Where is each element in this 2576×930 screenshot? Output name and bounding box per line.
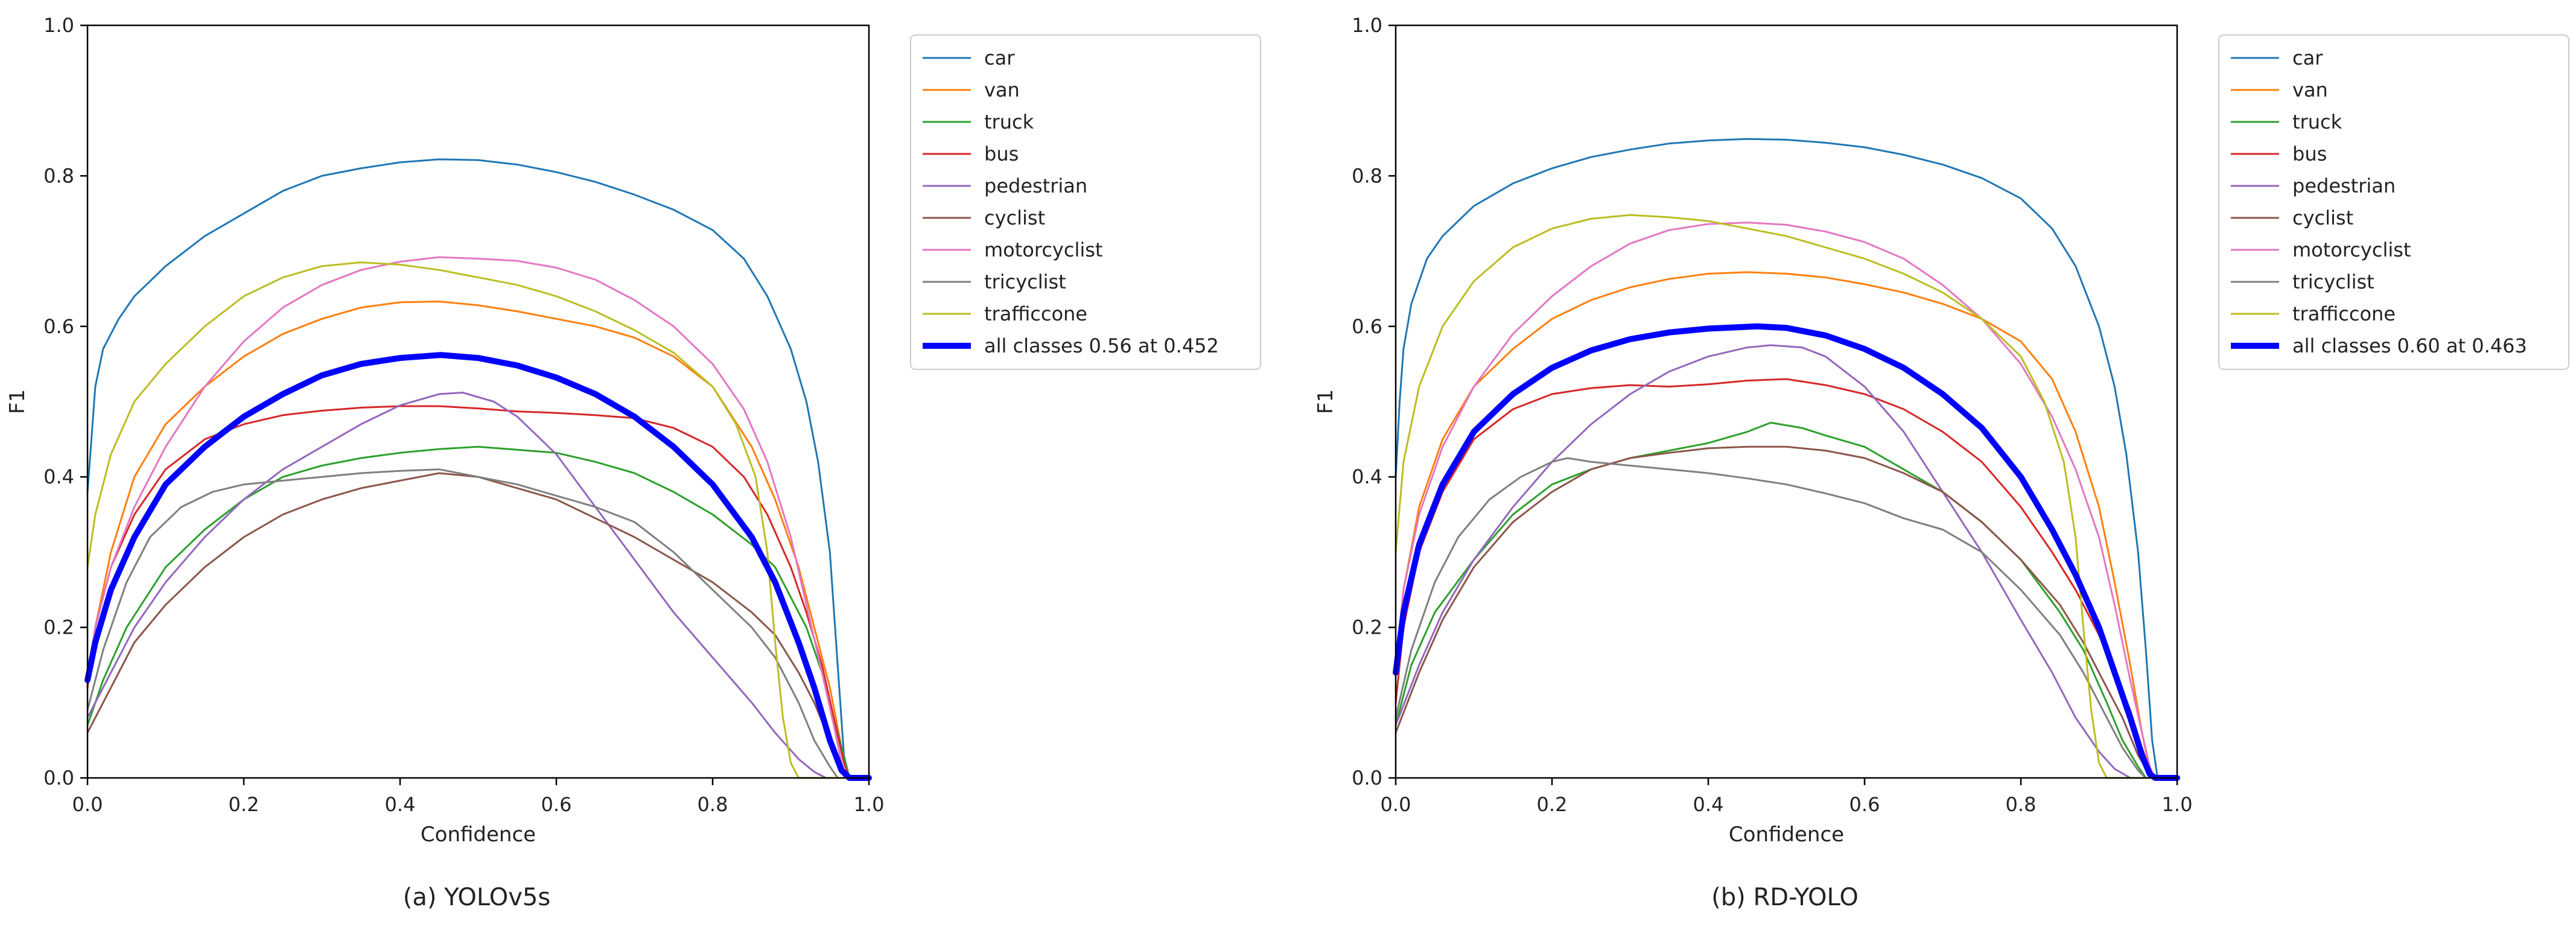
x-tick-label: 1.0 — [2162, 793, 2193, 816]
y-tick-label: 0.0 — [43, 766, 74, 789]
legend-label: cyclist — [984, 206, 1045, 229]
legend-label: truck — [2292, 110, 2342, 133]
y-tick-label: 0.6 — [1352, 315, 1382, 338]
series-line-motorcyclist — [86, 256, 870, 779]
y-tick-label: 0.4 — [43, 465, 74, 488]
legend: car van truck bus pedestrian cyclist motorcycl… — [2218, 34, 2569, 370]
x-tick-label: 0.4 — [1693, 793, 1724, 816]
x-tick-label: 1.0 — [854, 793, 885, 816]
legend-label: bus — [2292, 142, 2327, 165]
legend-label: van — [984, 78, 1020, 101]
x-tick-label: 0.6 — [541, 793, 572, 816]
series-line-trafficcone — [1395, 214, 2178, 779]
series-line-car — [86, 158, 870, 779]
series-line-tricyclist — [86, 468, 870, 779]
legend-label: trafficcone — [2292, 302, 2396, 325]
y-axis-label: F1 — [1314, 389, 1338, 414]
legend-label: trafficcone — [984, 302, 1087, 325]
legend-label: all classes 0.56 at 0.452 — [984, 334, 1219, 357]
legend-frame — [910, 34, 1261, 370]
y-tick-label: 0.2 — [1352, 616, 1382, 639]
series-line-van — [1395, 271, 2178, 779]
chart-panel-2: 0.0 0.2 0.4 0.6 0.8 1.0 0.0 0.2 0.4 0.6 0.8 1.0 Conf… — [1314, 14, 2569, 911]
series-line-motorcyclist — [1395, 221, 2178, 779]
x-axis-label: Confidence — [421, 823, 536, 847]
y-tick-label: 0.8 — [1352, 164, 1382, 187]
series-line-bus — [86, 405, 870, 779]
legend-label: tricyclist — [984, 270, 1066, 293]
legend-frame — [2218, 34, 2569, 370]
series-line-pedestrian — [1395, 344, 2178, 779]
subfigure-caption: (b) RD-YOLO — [1711, 884, 1859, 911]
y-tick-label: 1.0 — [1352, 14, 1382, 37]
x-tick-label: 0.0 — [1381, 793, 1411, 816]
series-line-pedestrian — [86, 392, 870, 779]
legend-label: car — [2292, 46, 2323, 69]
legend-label: motorcyclist — [984, 238, 1102, 261]
subfigure-caption: (a) YOLOv5s — [403, 884, 550, 911]
y-tick-label: 0.4 — [1352, 465, 1382, 488]
y-tick-label: 0.8 — [43, 164, 74, 187]
y-tick-label: 0.2 — [43, 616, 74, 639]
series-line-trafficcone — [86, 261, 870, 779]
legend-label: pedestrian — [984, 174, 1087, 197]
legend-label: motorcyclist — [2292, 238, 2411, 261]
legend: car van truck bus pedestrian cyclist motorcycl… — [910, 34, 1261, 370]
legend-label: all classes 0.60 at 0.463 — [2292, 334, 2527, 357]
legend-label: truck — [984, 110, 1034, 133]
x-tick-label: 0.0 — [72, 793, 103, 816]
plot-frame — [86, 24, 870, 779]
series-line-car — [1395, 138, 2178, 779]
series-line-truck — [1395, 421, 2178, 779]
series-line-van — [86, 301, 870, 779]
chart-panel-1: 0.0 0.2 0.4 0.6 0.8 1.0 0.0 0.2 0.4 0.6 0.8 1.0 Conf… — [5, 14, 1261, 911]
series-line-tricyclist — [1395, 457, 2178, 779]
x-axis-label: Confidence — [1729, 823, 1844, 847]
y-tick-label: 0.0 — [1352, 766, 1382, 789]
x-tick-label: 0.8 — [698, 793, 728, 816]
series-line-cyclist — [1395, 445, 2178, 779]
y-axis-label: F1 — [5, 389, 30, 414]
plot-frame — [1395, 24, 2178, 779]
legend-label: tricyclist — [2292, 270, 2374, 293]
x-tick-label: 0.4 — [385, 793, 416, 816]
x-tick-label: 0.8 — [2006, 793, 2037, 816]
series-line-all — [84, 352, 872, 781]
x-tick-label: 0.2 — [1537, 793, 1568, 816]
legend-label: pedestrian — [2292, 174, 2396, 197]
series-line-truck — [86, 445, 870, 779]
series-line-cyclist — [86, 472, 870, 779]
x-tick-label: 0.2 — [229, 793, 259, 816]
y-tick-label: 0.6 — [43, 315, 74, 338]
series-line-bus — [1395, 378, 2178, 779]
legend-label: van — [2292, 78, 2328, 101]
series-line-all — [1393, 323, 2180, 781]
legend-label: car — [984, 46, 1015, 69]
legend-label: cyclist — [2292, 206, 2353, 229]
legend-label: bus — [984, 142, 1019, 165]
x-tick-label: 0.6 — [1849, 793, 1880, 816]
y-tick-label: 1.0 — [43, 14, 74, 37]
